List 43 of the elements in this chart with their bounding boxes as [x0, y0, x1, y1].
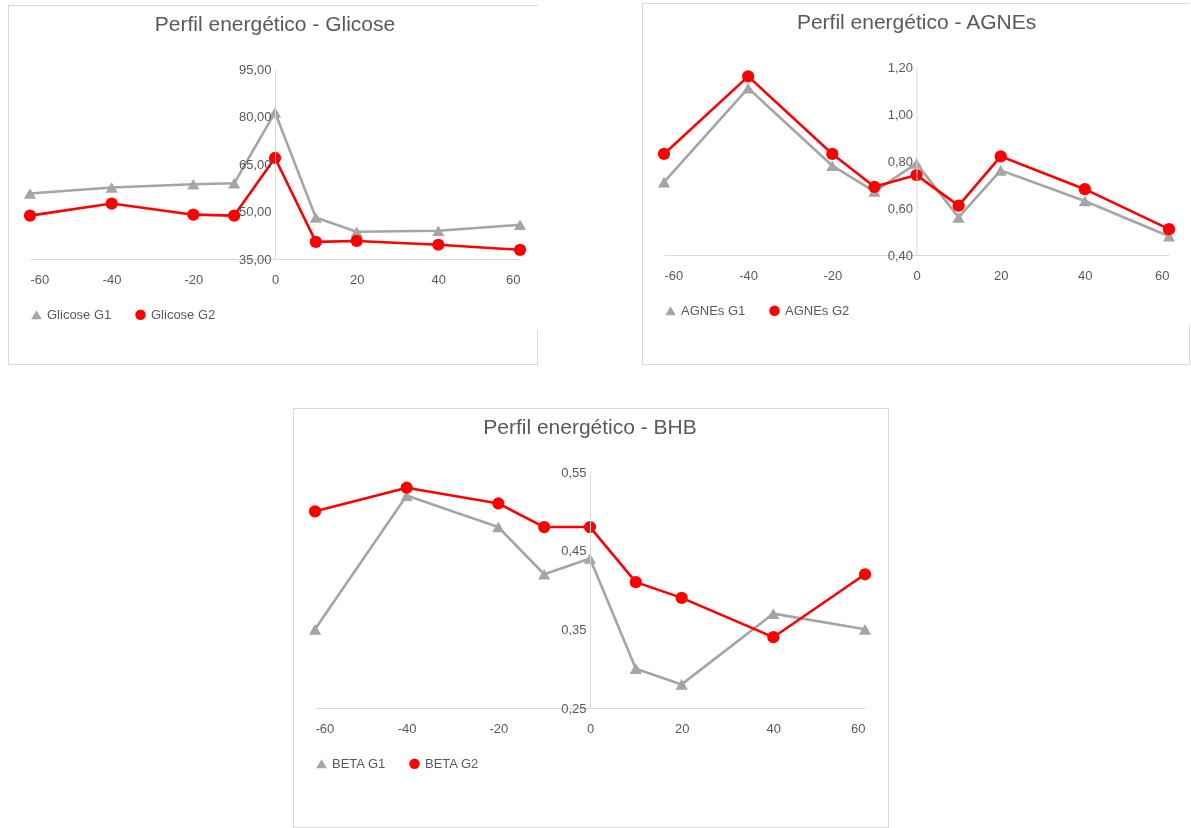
x-tick-label: 40 [1078, 267, 1093, 283]
y-tick-label: 1,20 [887, 59, 913, 75]
x-tick-label: 0 [271, 271, 280, 287]
chart-title: Perfil energético - AGNEs [796, 10, 1037, 33]
x-tick-label: -40 [102, 271, 122, 287]
x-tick-label: -40 [397, 720, 417, 736]
y-tick-label: 1,00 [887, 106, 913, 122]
chart-title: Perfil energético - Glicose [154, 12, 396, 35]
x-tick-label: 20 [993, 267, 1009, 283]
x-tick-label: -60 [315, 720, 335, 736]
x-tick-label: 40 [766, 720, 782, 736]
legend-label: Glicose G1 [47, 306, 112, 322]
y-tick-label: 0,80 [887, 153, 913, 169]
x-tick-label: -20 [184, 271, 204, 287]
y-tick-label: 0,35 [561, 621, 587, 637]
y-tick-label: 0,60 [887, 200, 913, 216]
y-tick-label: 80,00 [238, 109, 272, 124]
x-tick-label: -20 [823, 267, 843, 283]
x-tick-label: 40 [431, 271, 447, 287]
y-tick-label: 0,25 [561, 700, 587, 716]
y-tick-label: 0,45 [561, 543, 587, 559]
x-tick-label: 60 [1155, 267, 1170, 283]
x-tick-label: 20 [674, 720, 690, 736]
y-tick-label: 0,40 [887, 247, 913, 263]
x-tick-label: -40 [739, 267, 759, 283]
legend-label: BETA G2 [425, 755, 479, 771]
x-tick-label: -60 [30, 271, 50, 287]
y-tick-label: 0,55 [561, 464, 587, 480]
legend-label: BETA G1 [332, 755, 386, 771]
legend-label: Glicose G2 [151, 306, 216, 322]
x-tick-label: -20 [489, 720, 509, 736]
x-tick-label: -60 [664, 267, 684, 283]
legend-label: AGNEs G1 [681, 302, 746, 318]
y-tick-label: 95,00 [238, 61, 272, 77]
x-tick-label: 0 [913, 267, 921, 283]
legend-label: AGNEs G2 [785, 302, 850, 318]
chart-title: Perfil energético - BHB [483, 415, 697, 438]
x-tick-label: 20 [349, 271, 365, 287]
x-tick-label: 60 [851, 720, 866, 736]
x-tick-label: 0 [586, 720, 595, 736]
x-tick-label: 60 [506, 271, 521, 287]
y-tick-label: 50,00 [238, 204, 272, 219]
y-tick-label: 35,00 [238, 251, 272, 267]
